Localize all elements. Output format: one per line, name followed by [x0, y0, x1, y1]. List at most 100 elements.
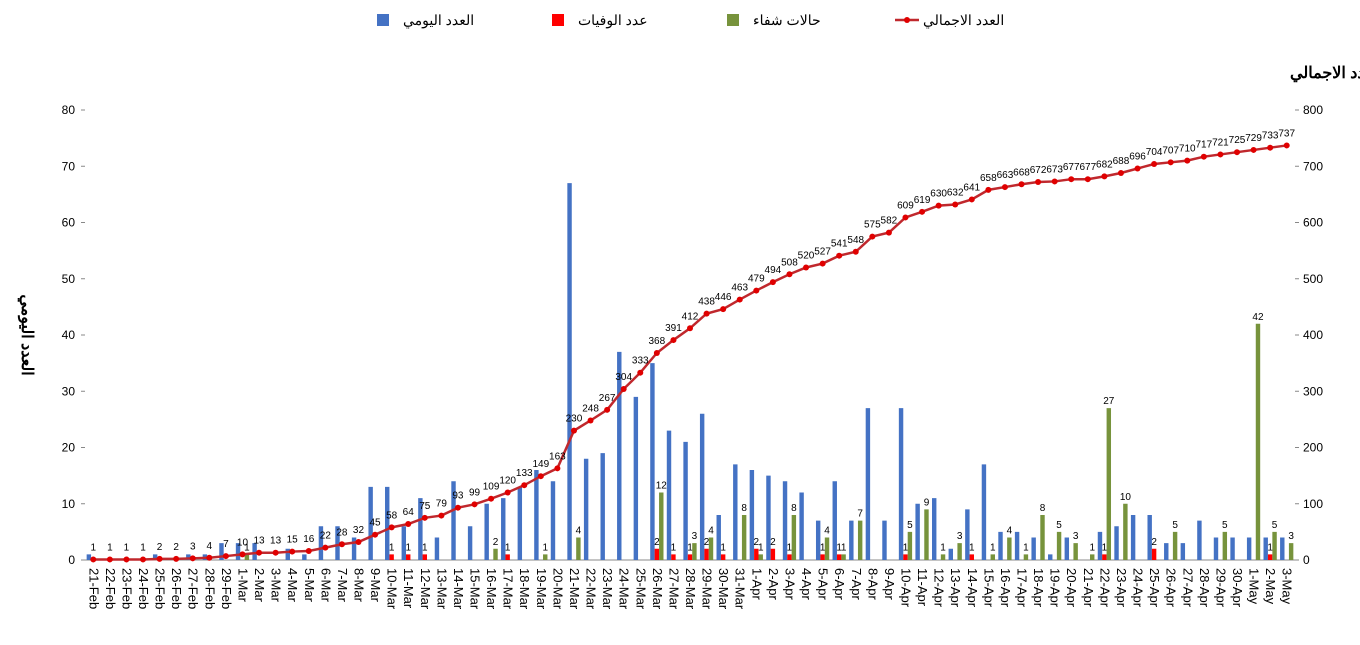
x-tick-label: 26-Mar	[650, 568, 665, 610]
bar	[451, 481, 456, 560]
x-tick-label: 3-May	[1280, 568, 1295, 605]
data-label: 4	[708, 526, 714, 537]
data-label: 13	[270, 536, 282, 547]
data-label: 3	[692, 531, 698, 542]
x-tick-label: 26-Apr	[1164, 568, 1179, 608]
x-tick-label: 13-Mar	[434, 568, 449, 610]
x-tick-label: 9-Mar	[368, 568, 383, 603]
data-label: 1	[687, 542, 693, 553]
bar	[1272, 531, 1277, 560]
legend-label: حالات شفاء	[753, 12, 821, 28]
y-tick-label: 20	[62, 441, 76, 455]
line-marker	[239, 551, 246, 558]
y2-tick-label: 400	[1303, 328, 1323, 342]
bar	[903, 554, 908, 560]
data-label: 1	[124, 542, 130, 553]
bar	[422, 554, 428, 560]
line-marker	[537, 473, 544, 480]
bar	[1172, 531, 1178, 560]
bar	[517, 486, 523, 560]
line-marker	[272, 549, 279, 556]
data-label: 1	[820, 542, 826, 553]
line-marker	[1233, 149, 1240, 156]
bar	[389, 554, 394, 560]
data-label: 10	[237, 537, 249, 548]
data-label: 1	[389, 542, 395, 553]
bar	[1130, 515, 1136, 560]
data-label: 1	[1023, 542, 1029, 553]
data-label: 5	[1222, 520, 1228, 531]
bar	[1123, 503, 1128, 560]
bar	[385, 486, 390, 560]
line-marker	[587, 417, 594, 424]
line-marker	[504, 489, 511, 496]
data-label: 1	[787, 542, 793, 553]
x-tick-label: 11-Apr	[915, 568, 930, 607]
bar	[505, 554, 510, 560]
bar	[932, 498, 937, 560]
x-tick-label: 28-Mar	[683, 568, 698, 610]
bar	[720, 554, 726, 560]
x-tick-label: 13-Apr	[948, 568, 963, 608]
data-label: 3	[957, 531, 963, 542]
y2-tick-label: 300	[1303, 384, 1323, 398]
data-label: 1	[244, 542, 250, 553]
bar	[654, 548, 660, 560]
line-marker	[570, 427, 577, 434]
line-marker	[786, 271, 793, 278]
data-label: 267	[599, 393, 616, 404]
data-label: 609	[897, 200, 914, 211]
bar	[1023, 554, 1029, 560]
data-label: 391	[665, 323, 682, 334]
line-marker	[1051, 178, 1058, 185]
bar	[650, 363, 655, 560]
bar	[687, 554, 693, 560]
bar	[1102, 554, 1107, 560]
line-marker	[454, 504, 461, 511]
x-tick-label: 22-Mar	[584, 568, 599, 610]
x-tick-label: 24-Mar	[617, 568, 632, 610]
bar	[787, 554, 792, 560]
data-label: 149	[532, 459, 549, 470]
data-label: 42	[1252, 312, 1264, 323]
x-tick-label: 12-Apr	[932, 568, 947, 608]
line-marker	[1217, 151, 1224, 158]
line-marker	[902, 214, 909, 221]
line-marker	[720, 306, 727, 313]
y-tick-label: 40	[62, 328, 76, 342]
line-marker	[1167, 159, 1174, 166]
bar	[1007, 537, 1012, 560]
y2-tick-label: 600	[1303, 216, 1323, 230]
line-marker	[1101, 173, 1108, 180]
y2-tick-label: 200	[1303, 441, 1323, 455]
data-label: 677	[1079, 162, 1096, 173]
data-label: 7	[857, 509, 863, 520]
data-label: 494	[765, 265, 782, 276]
data-label: 333	[632, 356, 649, 367]
line-marker	[836, 252, 843, 259]
data-label: 2	[654, 537, 660, 548]
line-marker	[885, 229, 892, 236]
line-marker	[736, 296, 743, 303]
bar	[1280, 537, 1285, 560]
y-tick-label: 30	[62, 384, 76, 398]
data-label: 2	[770, 537, 776, 548]
line-marker	[1068, 176, 1075, 183]
bar	[493, 548, 498, 560]
x-tick-label: 19-Apr	[1048, 568, 1063, 608]
y2-tick-label: 500	[1303, 272, 1323, 286]
bar	[567, 183, 572, 560]
data-label: 7	[223, 539, 229, 550]
bar	[484, 503, 489, 560]
bar	[285, 548, 290, 560]
bar	[219, 543, 224, 560]
bar	[1230, 537, 1235, 560]
data-label: 8	[741, 503, 747, 514]
line-marker	[206, 554, 213, 561]
bar	[1031, 537, 1036, 560]
bar	[671, 554, 676, 560]
line-marker	[421, 514, 428, 521]
bar	[351, 537, 357, 560]
x-tick-label: 16-Mar	[484, 568, 499, 610]
bar	[836, 554, 842, 560]
